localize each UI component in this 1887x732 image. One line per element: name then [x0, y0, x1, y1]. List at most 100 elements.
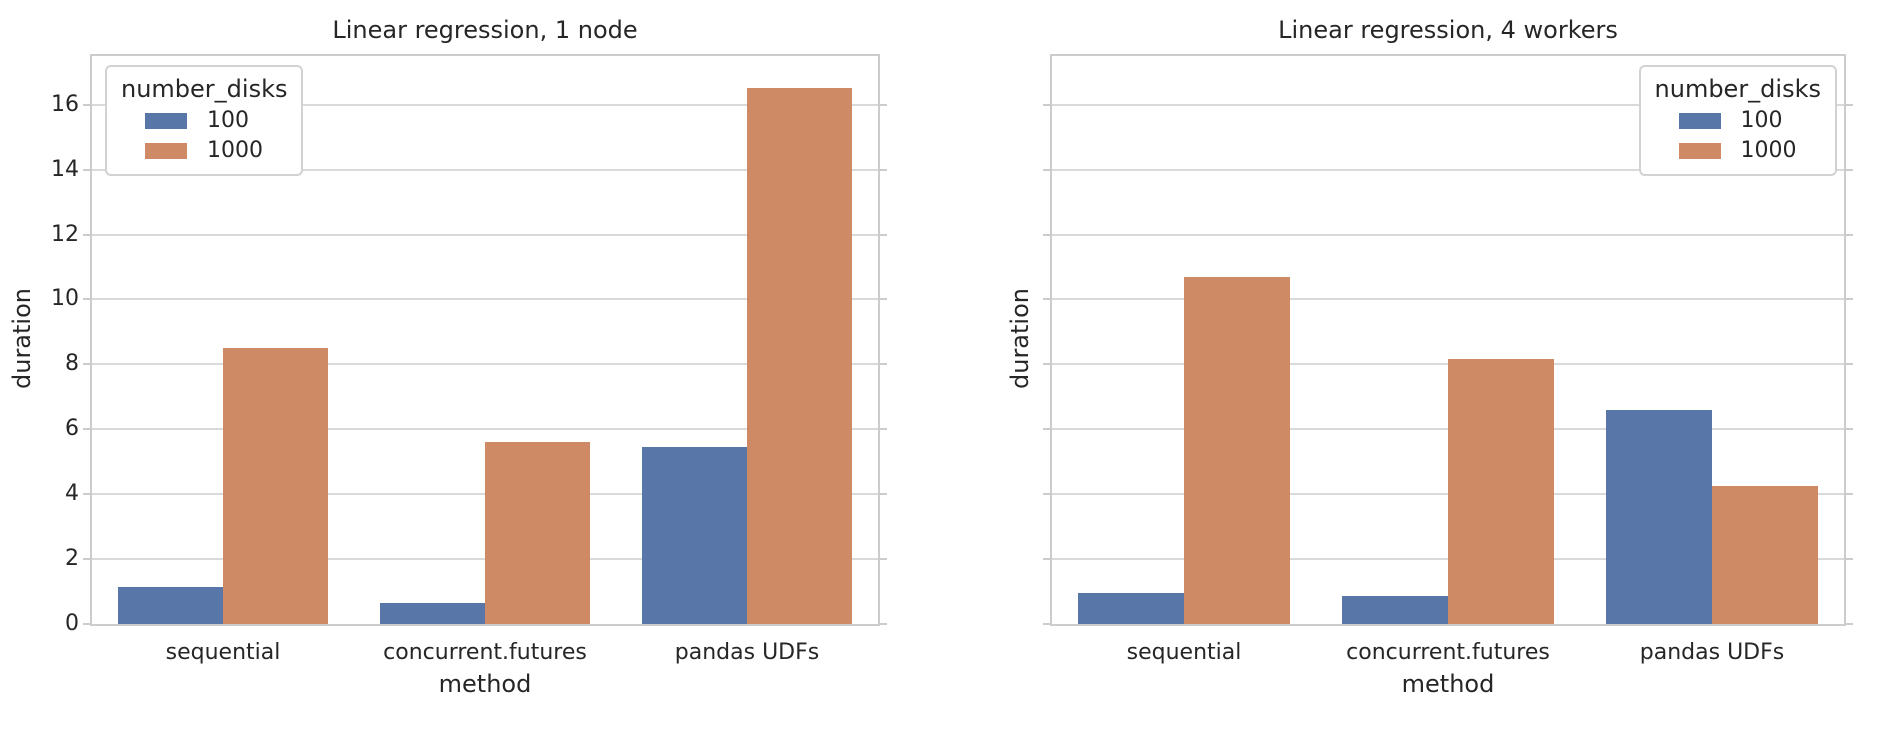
y-tick-mark [1846, 623, 1853, 625]
x-tick-label: concurrent.futures [383, 640, 587, 665]
y-tick-mark [1846, 363, 1853, 366]
y-tick-label: 2 [65, 546, 79, 572]
legend-swatch-icon [1678, 142, 1721, 159]
bar-group [616, 56, 878, 624]
legend-item: 100 [1655, 108, 1821, 133]
bar [223, 348, 328, 624]
y-tick-mark [83, 623, 90, 625]
y-tick-mark [1846, 233, 1853, 236]
gridline [92, 233, 878, 236]
bar-group [1316, 56, 1580, 624]
y-tick-label: 6 [65, 416, 79, 442]
legend-item-label: 100 [207, 108, 249, 133]
plot-area: number_disks 100 1000 0 2 4 6 8 10 12 14 16 seque… [51, 54, 887, 665]
x-tick-label: pandas UDFs [674, 640, 820, 665]
bar [1712, 486, 1818, 624]
legend-swatch-icon [1678, 112, 1721, 129]
y-tick-mark [83, 233, 90, 236]
y-tick-label: 16 [51, 91, 79, 117]
y-axis-label-wrap: duration [1000, 54, 1040, 622]
bars-layer [1052, 56, 1844, 624]
y-tick-mark [83, 363, 90, 366]
bar [485, 442, 590, 624]
y-tick-mark [1043, 298, 1050, 301]
y-tick-mark [880, 103, 887, 106]
x-tick-label: pandas UDFs [1639, 640, 1785, 665]
bar [642, 447, 747, 624]
x-tick-label: sequential [165, 640, 281, 665]
y-tick-label: 14 [51, 156, 79, 182]
legend-item: 1000 [1655, 138, 1821, 163]
y-tick-label: 10 [51, 286, 79, 312]
x-axis-label: method [1401, 670, 1495, 698]
y-tick-mark [880, 363, 887, 366]
bar [1606, 409, 1712, 624]
legend-item: 1000 [121, 138, 287, 163]
y-tick-mark [1846, 558, 1853, 561]
bar [1448, 359, 1554, 624]
y-tick-mark [1846, 298, 1853, 301]
y-tick-mark [880, 233, 887, 236]
y-tick-mark [1043, 428, 1050, 431]
bar-group [354, 56, 616, 624]
legend: number_disks 100 1000 [1638, 65, 1837, 176]
x-tick-label: sequential [1126, 640, 1242, 665]
y-tick-mark [1043, 558, 1050, 561]
y-tick-mark [1043, 233, 1050, 236]
y-tick-mark [83, 558, 90, 561]
bar [1078, 593, 1184, 624]
y-axis-label: duration [1006, 287, 1034, 389]
y-tick-mark [880, 558, 887, 561]
legend-item-label: 100 [1740, 108, 1783, 133]
y-tick-mark [1846, 428, 1853, 431]
gridline [92, 363, 878, 366]
y-tick-mark [83, 103, 90, 106]
gridline [1052, 233, 1844, 236]
y-tick-mark [83, 168, 90, 171]
y-tick-mark [880, 298, 887, 301]
bars-layer [92, 56, 878, 624]
y-tick-mark [1043, 363, 1050, 366]
bar [380, 602, 485, 624]
gridline [92, 428, 878, 431]
y-tick-mark [83, 298, 90, 301]
gridline [1052, 103, 1844, 106]
gridline [1052, 168, 1844, 171]
y-tick-mark [1846, 103, 1853, 106]
gridline [92, 103, 878, 106]
bar-group [1580, 56, 1844, 624]
y-tick-mark [1043, 493, 1050, 496]
bar [118, 586, 223, 624]
legend-swatch-icon [145, 142, 187, 159]
legend-item: 100 [121, 108, 287, 133]
y-tick-mark [880, 623, 887, 625]
y-tick-label: 12 [51, 221, 79, 247]
plot-area: number_disks 100 1000 sequential concurre… [1043, 54, 1853, 665]
bar [1184, 276, 1290, 624]
chart-title: Linear regression, 4 workers [1278, 16, 1618, 44]
y-tick-mark [83, 493, 90, 496]
bar [747, 88, 852, 624]
legend-title: number_disks [1654, 75, 1821, 103]
y-tick-mark [83, 428, 90, 431]
y-tick-label: 8 [65, 351, 79, 377]
gridline [92, 298, 878, 301]
y-tick-mark [1846, 168, 1853, 171]
legend-swatch-icon [145, 112, 187, 129]
y-tick-mark [1043, 103, 1050, 106]
y-tick-mark [1043, 168, 1050, 171]
y-tick-mark [1043, 623, 1050, 625]
bar-group [1052, 56, 1316, 624]
x-axis-label: method [438, 670, 532, 698]
y-tick-label: 0 [65, 611, 79, 636]
y-tick-mark [1846, 493, 1853, 496]
bar-group [92, 56, 354, 624]
y-tick-mark [880, 428, 887, 431]
x-tick-label: concurrent.futures [1346, 640, 1550, 665]
gridline [1052, 298, 1844, 301]
legend-item-label: 1000 [207, 138, 263, 163]
legend: number_disks 100 1000 [105, 65, 304, 176]
y-tick-label: 4 [65, 481, 79, 507]
legend-item-label: 1000 [1740, 138, 1797, 163]
